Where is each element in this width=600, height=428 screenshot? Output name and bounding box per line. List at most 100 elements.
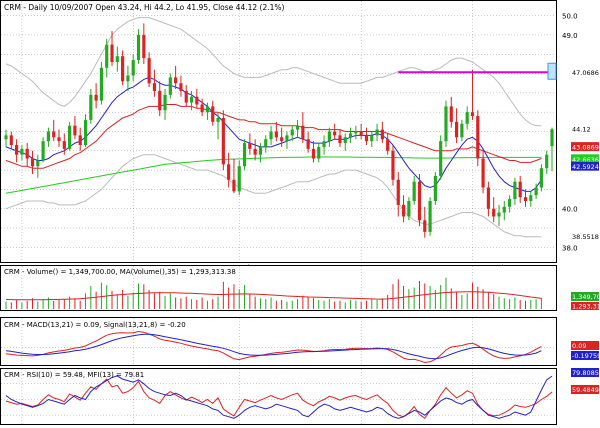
candle-body [280,137,284,142]
candle-body [168,77,172,95]
volume-header: CRM - Volume() = 1,349,700.00, MA(Volume… [4,268,236,276]
candle-body [205,106,210,113]
candle-body [322,141,326,147]
candle-body [110,44,114,62]
candle-body [311,148,316,159]
candle-body [433,175,437,202]
price-label-text: 43.0869 [572,144,599,152]
candle-body [529,195,533,202]
candle-body [158,90,162,111]
candle-body [444,106,448,142]
candle-body [242,143,247,167]
candle-body [486,187,490,209]
candle-body [348,133,353,138]
candle-body [407,201,411,217]
candle-body [354,131,358,134]
candle-body [364,135,369,142]
bollinger-bands [5,17,542,238]
candle-body [258,146,263,155]
candle-body [439,141,443,176]
candle-body [179,83,183,91]
volume-ma-line [5,291,542,301]
candle-body [290,129,294,136]
candle-body [476,116,480,159]
candle-body [121,56,125,82]
candle-body [221,117,225,165]
candle-body [195,96,199,105]
macd-label-text: 0.09 [572,342,586,350]
candle-body [359,131,363,136]
candle-body [68,125,72,149]
volume-ma-label-box [571,302,599,310]
rsi-gridlines [1,369,556,424]
candle-body [41,141,45,161]
macd-value-labels: 0.09 -0.19759 [571,341,600,360]
candle-body [391,150,395,180]
candle-body [380,129,384,140]
candle-body [83,119,88,146]
candle-body [264,139,268,147]
candle-body [327,131,331,142]
candle-body [232,179,236,192]
candle-body [94,94,98,101]
candle-body [301,125,305,140]
volume-label-box [571,292,599,301]
price-panel-frame [0,0,557,263]
candle-body [465,112,469,124]
price-label-box [571,231,599,241]
candle-body [174,77,178,84]
candle-body [539,168,543,188]
volume-bars [5,277,542,309]
price-label-box [571,161,599,171]
price-header: CRM - Daily 10/09/2007 Open 43.24, Hi 44… [4,3,285,12]
candle-body [52,131,56,138]
candle-body [15,145,19,155]
resistance-marker [547,62,557,80]
mfi-label-box [571,368,599,377]
candle-body [370,135,374,142]
signal-label-text: -0.19759 [572,352,600,360]
candle-body [126,75,130,82]
candle-body [417,181,422,221]
candle-body [412,181,416,202]
price-label-text: 47.0686 [572,69,599,77]
candle-body [20,148,24,155]
macd-line [5,330,542,364]
candle-body [105,44,109,68]
rsi-header: CRM - RSI(10) = 59.48, MFI(13) = 79.81 [4,371,144,379]
candle-body [295,125,300,130]
candle-body [142,34,146,59]
candle-body [343,137,347,144]
macd-header: CRM - MACD(13,21) = 0.09, Signal(13,21,8… [4,321,186,329]
macd-gridlines [1,318,556,365]
candle-body [253,148,257,155]
candle-body [518,181,522,198]
macd-panel: 0.09 -0.19759 CRM - MACD(13,21) = 0.09, S… [0,317,600,366]
candle-body [200,104,204,113]
candle-body [460,123,464,138]
sma-red-line [5,104,542,169]
candle-body [184,90,188,103]
candle-body [428,201,432,232]
price-label-text: 42.5924 [572,163,599,171]
price-label-text: 44.12 [572,126,591,134]
candle-body [306,139,310,149]
candle-body [62,141,66,149]
macd-panel-frame [0,317,557,366]
price-tick-label: 40.0 [562,206,578,214]
price-tick-label: 50.0 [562,13,578,21]
price-label-box [571,124,599,134]
price-label-text: 42.6636 [572,156,599,164]
signal-label-box [571,351,599,360]
candle-body [25,148,29,159]
volume-panel: 1,349,70 1,293,31 CRM - Volume() = 1,349,… [0,265,600,311]
candle-body [163,94,167,111]
candle-body [454,121,459,138]
candle-body [248,143,252,149]
price-label-text: 38.5518 [572,233,599,241]
bollinger-lower-line [5,154,542,238]
mfi-label-text: 79.8085 [572,369,599,377]
candle-body [481,158,485,188]
